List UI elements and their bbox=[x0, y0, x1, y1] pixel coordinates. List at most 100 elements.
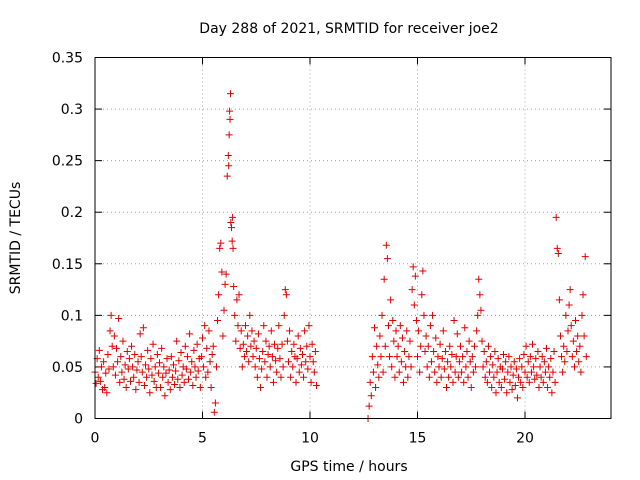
x-tick-label: 5 bbox=[198, 431, 207, 447]
data-point bbox=[437, 373, 445, 381]
data-point bbox=[500, 351, 507, 359]
data-point bbox=[96, 377, 104, 385]
data-point bbox=[207, 384, 215, 392]
data-point bbox=[391, 373, 399, 381]
data-point bbox=[206, 358, 214, 366]
data-point bbox=[484, 342, 492, 350]
data-point bbox=[220, 306, 228, 314]
data-point bbox=[116, 378, 124, 386]
y-tick-label: 0.25 bbox=[52, 154, 83, 170]
data-point bbox=[510, 358, 518, 366]
data-point bbox=[524, 358, 532, 366]
data-point bbox=[464, 373, 472, 381]
data-point bbox=[124, 365, 132, 373]
data-point bbox=[310, 368, 318, 376]
data-point bbox=[389, 317, 397, 325]
data-point bbox=[378, 311, 386, 319]
data-point bbox=[449, 378, 457, 386]
data-point bbox=[271, 340, 279, 348]
data-point bbox=[511, 381, 519, 389]
data-point bbox=[111, 371, 119, 379]
data-point bbox=[529, 340, 537, 348]
data-point bbox=[546, 373, 554, 381]
data-point bbox=[408, 286, 416, 294]
data-point bbox=[114, 358, 122, 366]
data-point bbox=[436, 340, 444, 348]
data-point bbox=[459, 353, 467, 361]
data-point bbox=[178, 371, 186, 379]
data-point bbox=[527, 368, 535, 376]
data-point bbox=[312, 381, 320, 389]
data-point bbox=[574, 332, 582, 340]
data-point bbox=[196, 384, 204, 392]
data-point bbox=[232, 337, 240, 345]
data-point bbox=[262, 337, 270, 345]
data-point bbox=[461, 324, 469, 332]
data-point bbox=[538, 353, 546, 361]
data-point bbox=[466, 358, 474, 366]
data-point bbox=[394, 342, 402, 350]
data-point bbox=[503, 389, 511, 397]
data-point bbox=[159, 373, 167, 381]
data-point bbox=[95, 346, 103, 354]
data-point bbox=[567, 322, 575, 330]
data-point bbox=[230, 282, 238, 290]
data-point bbox=[273, 368, 281, 376]
data-point bbox=[390, 337, 398, 345]
data-point bbox=[172, 367, 180, 375]
data-point bbox=[269, 378, 277, 386]
data-point bbox=[375, 373, 383, 381]
data-point bbox=[296, 344, 304, 352]
data-point bbox=[405, 353, 413, 361]
data-point bbox=[465, 337, 473, 345]
data-point bbox=[492, 389, 500, 397]
data-point bbox=[516, 355, 524, 363]
data-point bbox=[285, 358, 292, 366]
data-point bbox=[415, 327, 423, 335]
data-point bbox=[558, 353, 566, 361]
y-tick-label: 0.15 bbox=[52, 257, 83, 273]
data-point bbox=[365, 402, 373, 410]
data-point bbox=[250, 337, 258, 345]
data-point bbox=[125, 355, 133, 363]
data-point bbox=[189, 381, 197, 389]
data-point bbox=[260, 322, 268, 330]
data-point bbox=[537, 373, 545, 381]
data-point bbox=[252, 344, 260, 352]
data-point bbox=[512, 365, 520, 373]
data-point bbox=[458, 368, 466, 376]
data-point bbox=[97, 363, 105, 371]
data-points bbox=[91, 90, 590, 422]
data-point bbox=[209, 342, 217, 350]
data-point bbox=[254, 330, 262, 338]
data-point bbox=[248, 327, 256, 335]
data-point bbox=[140, 381, 148, 389]
data-point bbox=[487, 353, 495, 361]
data-point bbox=[493, 368, 501, 376]
data-point bbox=[547, 355, 555, 363]
data-point bbox=[576, 342, 584, 350]
data-point bbox=[237, 327, 245, 335]
data-point bbox=[243, 347, 251, 355]
data-point bbox=[298, 351, 306, 359]
data-point bbox=[105, 365, 113, 373]
data-point bbox=[192, 373, 200, 381]
plot-frame bbox=[94, 57, 612, 419]
data-point bbox=[400, 378, 408, 386]
data-point bbox=[204, 368, 212, 376]
data-point bbox=[444, 358, 452, 366]
data-point bbox=[404, 373, 412, 381]
data-point bbox=[440, 365, 448, 373]
data-point bbox=[570, 363, 578, 371]
data-point bbox=[208, 351, 216, 359]
data-point bbox=[290, 340, 298, 348]
data-point bbox=[139, 324, 147, 332]
data-point bbox=[478, 337, 486, 345]
data-point bbox=[119, 337, 127, 345]
data-point bbox=[129, 363, 137, 371]
data-point bbox=[143, 373, 151, 381]
data-point bbox=[134, 358, 142, 366]
data-point bbox=[407, 363, 415, 371]
data-point bbox=[535, 384, 543, 392]
data-point bbox=[579, 291, 587, 299]
